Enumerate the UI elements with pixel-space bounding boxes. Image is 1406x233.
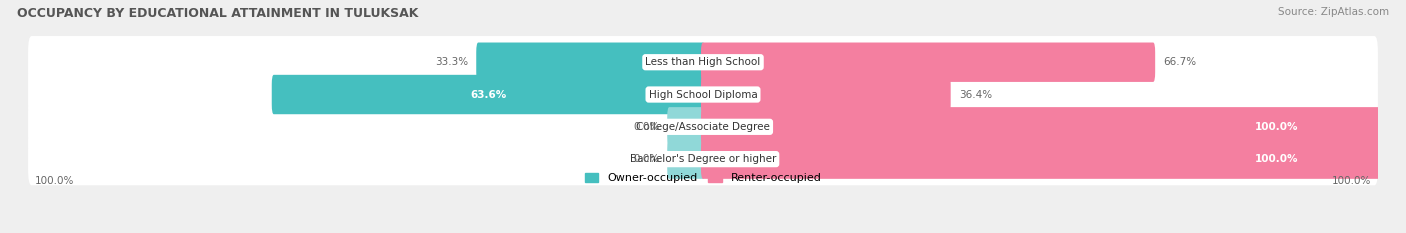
Text: 63.6%: 63.6% <box>470 89 506 99</box>
FancyBboxPatch shape <box>28 68 1378 121</box>
Text: 100.0%: 100.0% <box>35 176 75 186</box>
Text: 33.3%: 33.3% <box>434 57 468 67</box>
Text: High School Diploma: High School Diploma <box>648 89 758 99</box>
Text: 100.0%: 100.0% <box>1256 122 1298 132</box>
Text: 0.0%: 0.0% <box>633 154 659 164</box>
Text: 36.4%: 36.4% <box>959 89 991 99</box>
FancyBboxPatch shape <box>702 139 1379 179</box>
FancyBboxPatch shape <box>28 36 1378 88</box>
Text: Bachelor's Degree or higher: Bachelor's Degree or higher <box>630 154 776 164</box>
FancyBboxPatch shape <box>477 42 704 82</box>
Text: College/Associate Degree: College/Associate Degree <box>636 122 770 132</box>
FancyBboxPatch shape <box>702 75 950 114</box>
FancyBboxPatch shape <box>668 107 704 147</box>
Text: OCCUPANCY BY EDUCATIONAL ATTAINMENT IN TULUKSAK: OCCUPANCY BY EDUCATIONAL ATTAINMENT IN T… <box>17 7 418 20</box>
FancyBboxPatch shape <box>668 139 704 179</box>
FancyBboxPatch shape <box>28 133 1378 185</box>
FancyBboxPatch shape <box>702 107 1379 147</box>
FancyBboxPatch shape <box>28 101 1378 153</box>
Text: 66.7%: 66.7% <box>1163 57 1197 67</box>
Text: Source: ZipAtlas.com: Source: ZipAtlas.com <box>1278 7 1389 17</box>
Text: Less than High School: Less than High School <box>645 57 761 67</box>
Text: 100.0%: 100.0% <box>1331 176 1371 186</box>
Text: 100.0%: 100.0% <box>1256 154 1298 164</box>
FancyBboxPatch shape <box>702 42 1156 82</box>
FancyBboxPatch shape <box>271 75 704 114</box>
Text: 0.0%: 0.0% <box>633 122 659 132</box>
Legend: Owner-occupied, Renter-occupied: Owner-occupied, Renter-occupied <box>581 168 825 188</box>
